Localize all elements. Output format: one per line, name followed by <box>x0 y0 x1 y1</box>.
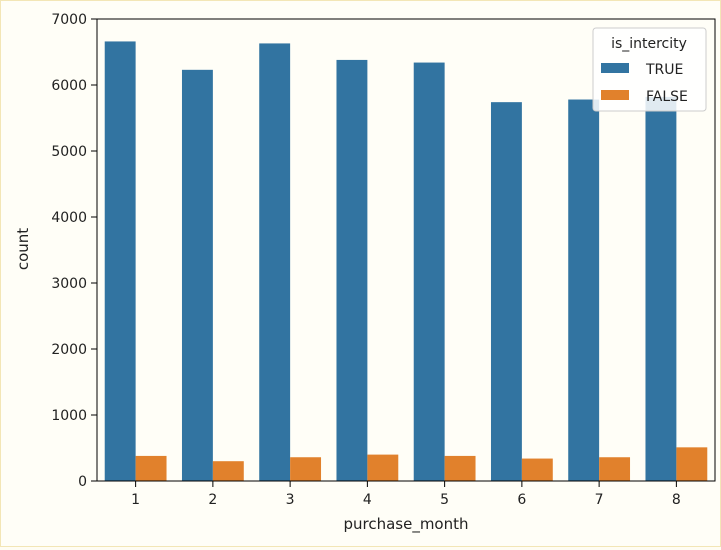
legend: is_intercity TRUE FALSE <box>592 27 707 112</box>
y-tick-label: 7000 <box>51 12 87 28</box>
bar-true-month-4 <box>336 59 368 482</box>
bar-false-month-3 <box>290 457 322 481</box>
y-axis-label: count <box>14 228 32 270</box>
bar-true-month-5 <box>413 62 445 482</box>
bar-false-month-2 <box>212 461 244 481</box>
x-axis-label: purchase_month <box>343 515 468 534</box>
y-tick-label: 3000 <box>51 276 87 292</box>
bars-layer <box>104 41 708 482</box>
bar-false-month-4 <box>367 454 399 481</box>
x-tick-label: 4 <box>363 492 372 508</box>
legend-swatch-false <box>601 90 629 100</box>
x-tick-label: 7 <box>595 492 604 508</box>
y-tick-label: 0 <box>78 474 87 490</box>
y-tick-label: 4000 <box>51 210 87 226</box>
x-tick-label: 8 <box>672 492 681 508</box>
x-tick-label: 6 <box>517 492 526 508</box>
y-tick-label: 6000 <box>51 78 87 94</box>
bar-true-month-8 <box>645 96 677 481</box>
axes-layer: 0 1000 2000 3000 4000 5000 6000 7000 1 2 3 4 5 6 7 8 <box>51 12 716 508</box>
y-tick-label: 2000 <box>51 342 87 358</box>
bar-false-month-7 <box>599 457 631 481</box>
y-tick-label: 5000 <box>51 144 87 160</box>
bar-true-month-7 <box>568 99 600 482</box>
bar-false-month-1 <box>135 455 167 481</box>
bar-false-month-5 <box>444 455 476 481</box>
bar-false-month-6 <box>521 458 553 481</box>
bar-true-month-2 <box>181 69 213 481</box>
plot-frame <box>96 18 716 482</box>
x-tick-label: 2 <box>208 492 217 508</box>
x-tick-label: 5 <box>440 492 449 508</box>
bar-false-month-8 <box>676 447 708 481</box>
bar-true-month-3 <box>259 43 291 482</box>
y-tick-label: 1000 <box>51 408 87 424</box>
legend-label-true: TRUE <box>645 62 683 78</box>
legend-swatch-true <box>601 63 629 73</box>
x-tick-label: 3 <box>286 492 295 508</box>
bar-true-month-6 <box>490 102 522 481</box>
legend-label-false: FALSE <box>646 89 688 105</box>
bar-true-month-1 <box>104 41 136 481</box>
x-tick-label: 1 <box>131 492 140 508</box>
legend-title: is_intercity <box>611 36 687 52</box>
